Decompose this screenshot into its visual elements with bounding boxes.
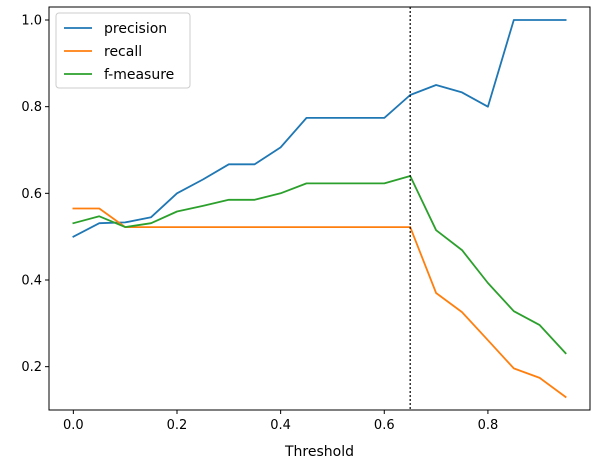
x-tick-label: 0.0 [63,418,84,433]
y-tick-label: 0.2 [21,360,42,375]
legend: precision recall f-measure [55,12,191,89]
x-tick-label: 0.2 [167,418,188,433]
y-tick-label: 0.4 [21,274,42,289]
y-tick-label: 0.6 [21,187,42,202]
x-tick-label: 0.6 [374,418,395,433]
series-line-f-measure [72,175,567,355]
x-tick-label: 0.4 [270,418,291,433]
y-tick-label: 0.8 [21,100,42,115]
legend-label: f-measure [104,67,174,83]
y-tick-label: 1.0 [21,14,42,29]
series-line-recall [72,207,567,399]
plot-frame [48,6,591,411]
legend-label: precision [104,21,167,37]
legend-label: recall [104,44,142,60]
x-axis-label: Threshold [284,444,354,460]
legend-box [55,12,191,89]
series-line-precision [72,19,567,238]
x-tick-label: 0.8 [478,418,499,433]
